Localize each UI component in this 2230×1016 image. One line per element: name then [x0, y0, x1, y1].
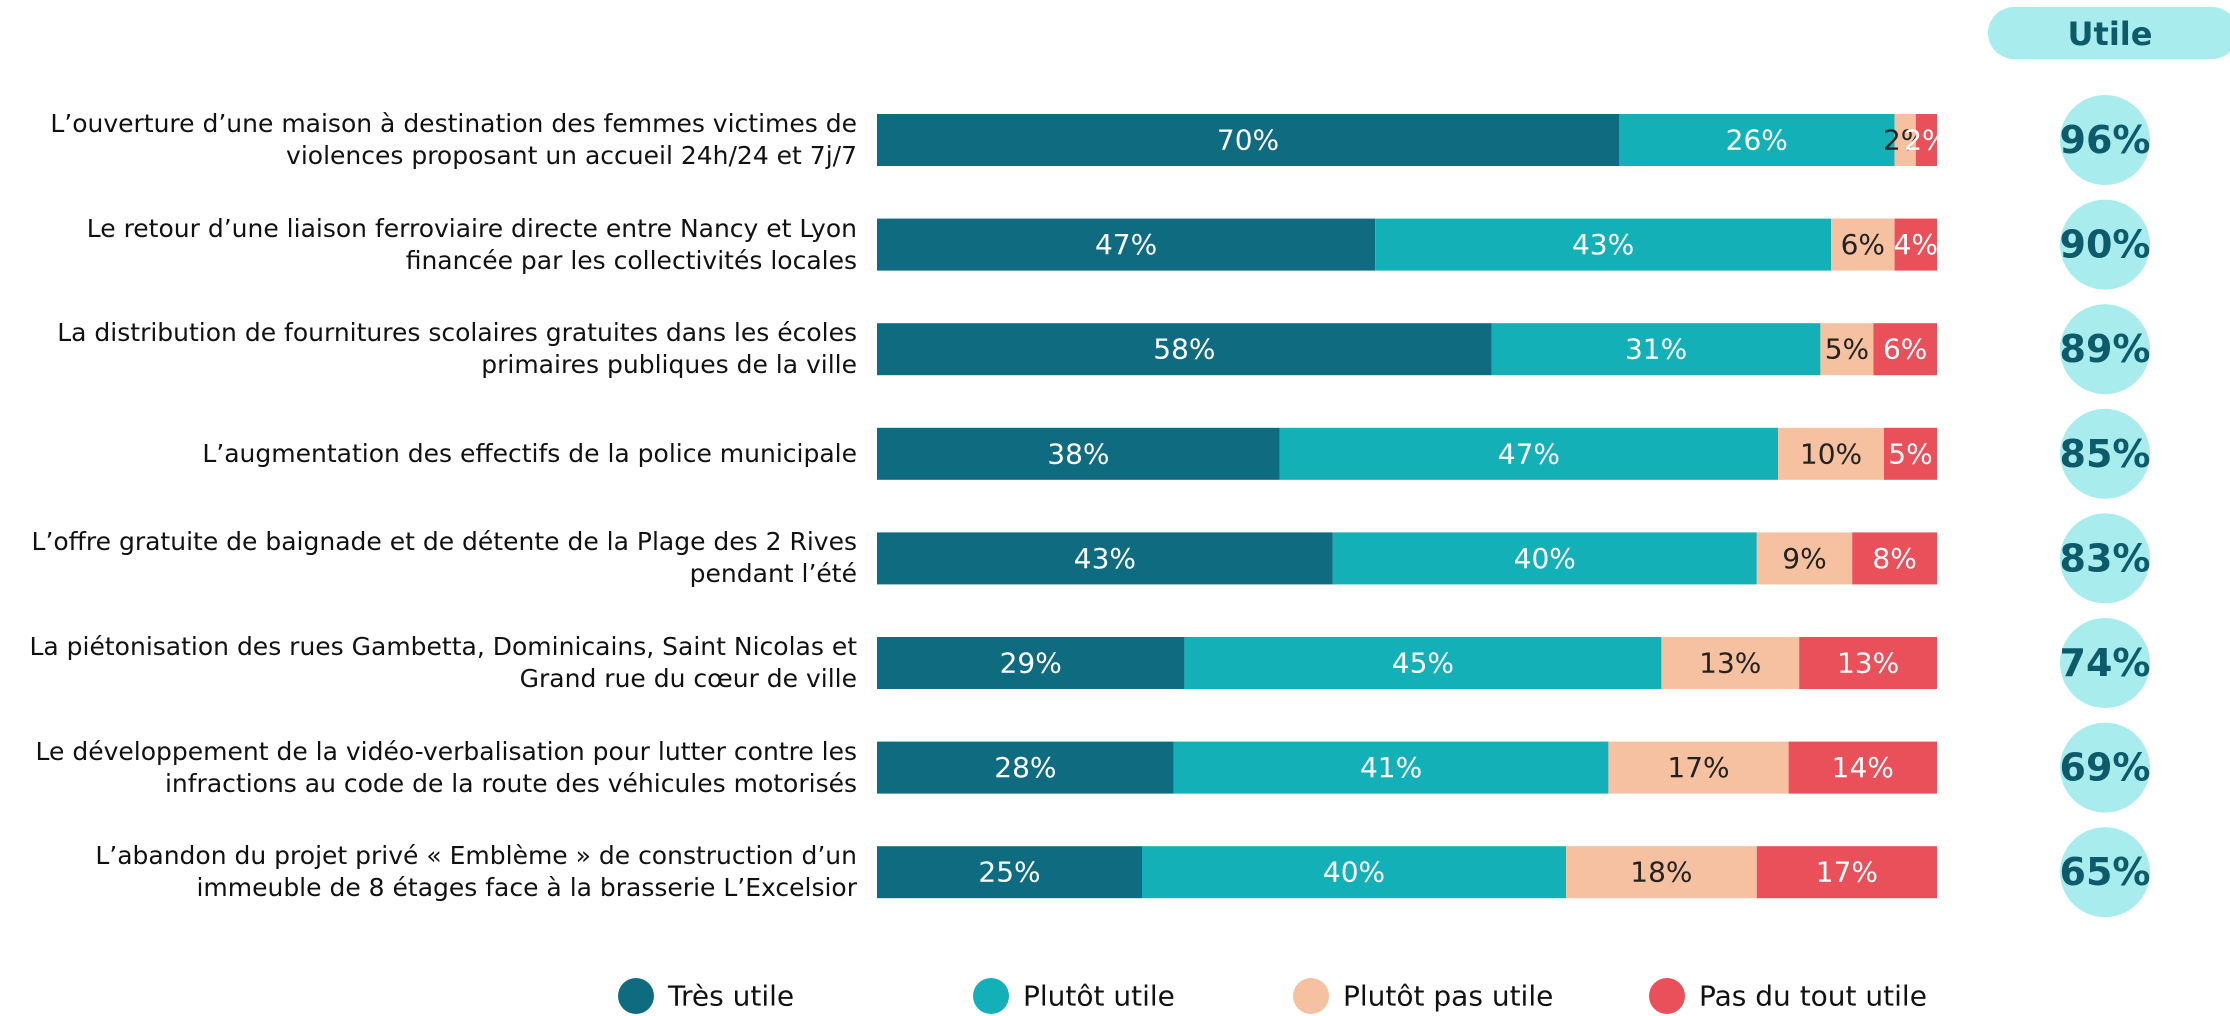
legend-marker — [618, 978, 654, 1014]
bar-segment — [1332, 532, 1757, 585]
value-label: 43% — [1572, 228, 1634, 261]
value-label: 6% — [1883, 333, 1927, 366]
legend-label: Très utile — [667, 980, 794, 1013]
category-label: L’offre gratuite de baignade et de déten… — [31, 527, 857, 589]
bar-segment — [1852, 532, 1937, 585]
value-label: 28% — [994, 751, 1056, 784]
bar-segment — [1873, 323, 1937, 376]
value-label: 40% — [1323, 856, 1385, 889]
value-label: 2% — [1904, 124, 1948, 157]
summary-value: 74% — [2060, 641, 2151, 685]
bar-segment — [1661, 637, 1800, 689]
bar-segment — [1894, 114, 1916, 166]
value-label: 40% — [1514, 542, 1576, 575]
legend-marker — [1649, 978, 1685, 1014]
summary-circle — [2060, 199, 2150, 290]
category-label: L’augmentation des effectifs de la polic… — [202, 438, 857, 468]
bar-segment — [1756, 846, 1937, 899]
value-label: 18% — [1630, 856, 1692, 889]
bar-segment — [1831, 218, 1895, 271]
summary-circle — [2060, 304, 2150, 395]
value-label: 10% — [1800, 437, 1862, 470]
bar-segment — [877, 323, 1492, 376]
bar-segment — [1894, 218, 1937, 271]
category-label: L’ouverture d’une maison à destination d… — [50, 109, 857, 170]
bar-segment — [877, 114, 1619, 166]
bar-segment — [1279, 427, 1778, 480]
bar-segment — [877, 532, 1333, 585]
category-label: L’abandon du projet privé « Emblème » de… — [95, 841, 857, 903]
value-label: 70% — [1217, 124, 1279, 157]
bar-segment — [1820, 323, 1874, 376]
summary-circle — [2060, 95, 2150, 185]
bar-segment — [877, 218, 1376, 271]
bar-segment — [877, 846, 1142, 899]
value-label: 29% — [1000, 647, 1062, 680]
summary-title: Utile — [2068, 15, 2153, 53]
summary-value: 69% — [2060, 746, 2151, 790]
summary-header — [1988, 7, 2230, 59]
bar-segment — [877, 427, 1280, 480]
bar-segment — [877, 637, 1185, 689]
bar-segment — [1799, 637, 1937, 689]
bar-segment — [1788, 741, 1937, 794]
value-label: 14% — [1832, 751, 1894, 784]
value-label: 43% — [1074, 542, 1136, 575]
bar-segment — [1375, 218, 1831, 271]
category-label: La piétonisation des rues Gambetta, Domi… — [29, 632, 857, 693]
legend-label: Plutôt pas utile — [1343, 980, 1553, 1013]
bar-segment — [1756, 532, 1853, 585]
value-label: 38% — [1047, 437, 1109, 470]
bar-segment — [1491, 323, 1821, 376]
summary-circle — [2060, 827, 2150, 918]
bar-segment — [1884, 427, 1937, 480]
value-label: 4% — [1894, 228, 1938, 261]
bar-segment — [1608, 741, 1789, 794]
bar-segment — [1619, 114, 1895, 166]
value-label: 45% — [1392, 647, 1454, 680]
summary-value: 96% — [2060, 118, 2151, 162]
value-label: 47% — [1498, 437, 1560, 470]
legend-marker — [1293, 978, 1329, 1014]
summary-value: 90% — [2060, 223, 2151, 267]
summary-circle — [2060, 408, 2150, 499]
value-label: 5% — [1825, 333, 1869, 366]
value-label: 26% — [1726, 124, 1788, 157]
category-label: La distribution de fournitures scolaires… — [57, 318, 857, 380]
summary-value: 85% — [2060, 432, 2151, 476]
value-label: 9% — [1782, 542, 1826, 575]
legend-label: Pas du tout utile — [1699, 980, 1927, 1013]
summary-circle — [2060, 722, 2150, 813]
value-label: 13% — [1837, 647, 1899, 680]
value-label: 17% — [1667, 751, 1729, 784]
summary-circle — [2060, 618, 2150, 708]
category-label: Le développement de la vidéo-verbalisati… — [35, 736, 857, 798]
summary-value: 65% — [2060, 850, 2151, 894]
value-label: 31% — [1625, 333, 1687, 366]
summary-circle — [2060, 513, 2150, 604]
value-label: 8% — [1872, 542, 1916, 575]
value-label: 5% — [1888, 437, 1932, 470]
bar-segment — [1173, 741, 1609, 794]
bar-segment — [1142, 846, 1566, 899]
bar-segment — [1184, 637, 1662, 689]
category-label: Le retour d’une liaison ferroviaire dire… — [86, 213, 857, 275]
bar-segment — [877, 741, 1174, 794]
value-label: 25% — [978, 856, 1040, 889]
legend-label: Plutôt utile — [1023, 980, 1175, 1013]
value-label: 58% — [1153, 333, 1215, 366]
value-label: 6% — [1841, 228, 1885, 261]
value-label: 41% — [1360, 751, 1422, 784]
value-label: 17% — [1816, 856, 1878, 889]
value-label: 13% — [1699, 647, 1761, 680]
summary-value: 89% — [2060, 327, 2151, 371]
value-label: 47% — [1095, 228, 1157, 261]
bar-segment — [1566, 846, 1757, 899]
legend-marker — [973, 978, 1009, 1014]
bar-segment — [1778, 427, 1884, 480]
bar-segment — [1915, 114, 1937, 166]
summary-value: 83% — [2060, 536, 2151, 580]
